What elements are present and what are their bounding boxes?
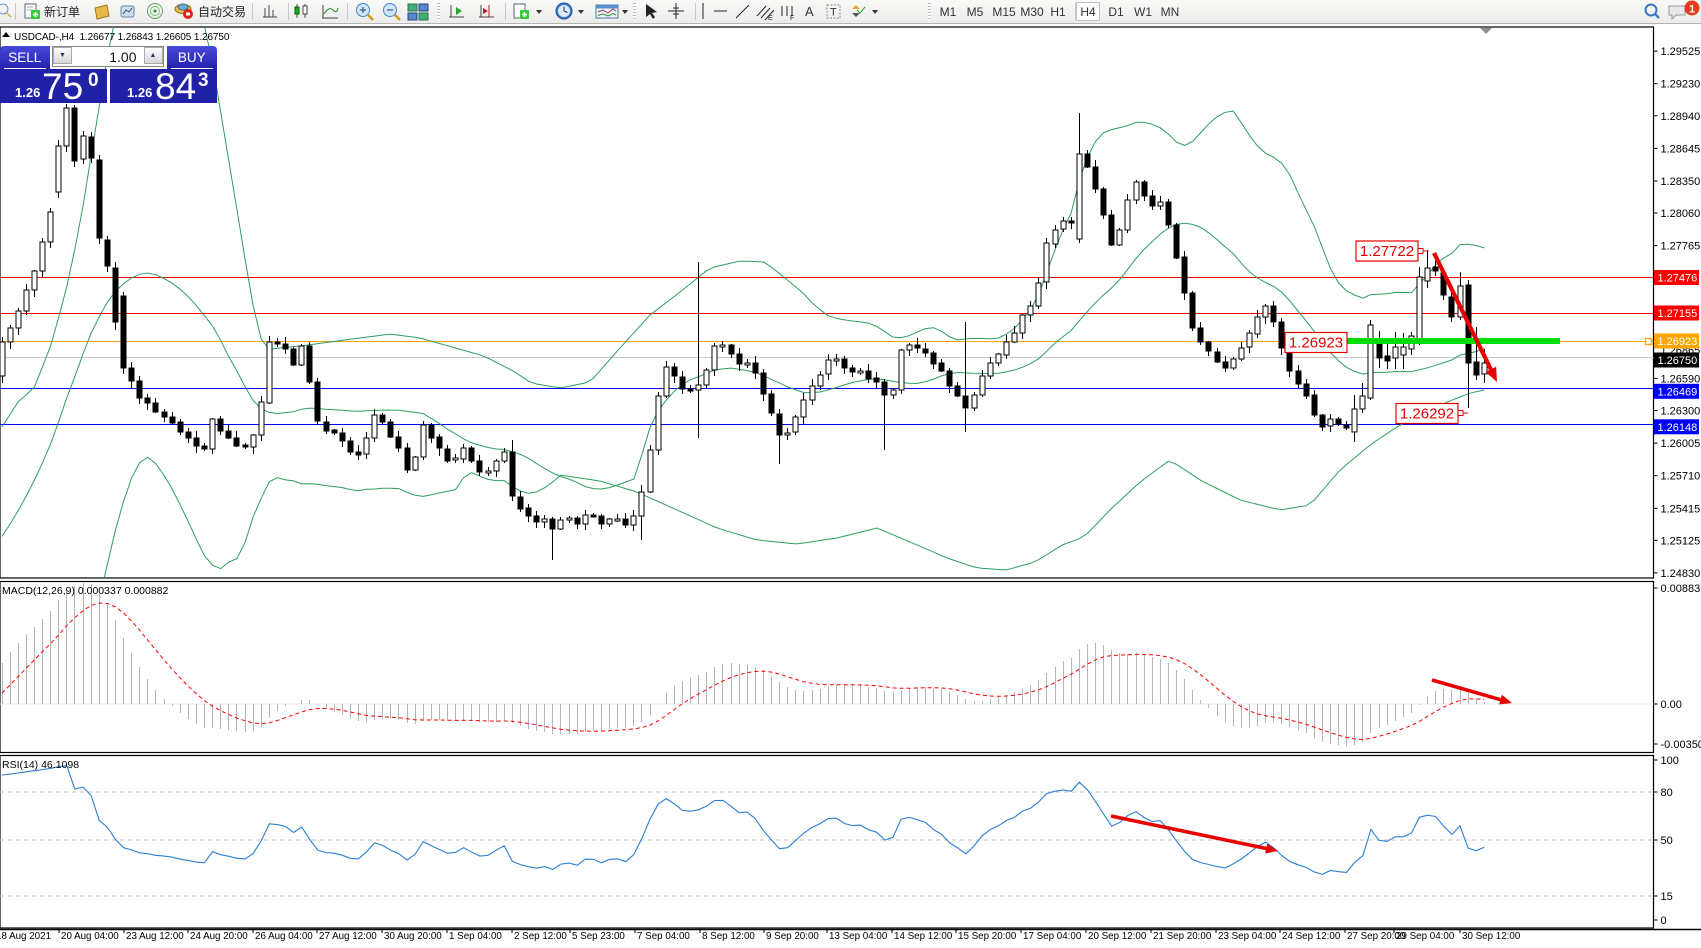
- svg-text:15: 15: [1661, 891, 1673, 903]
- svg-text:1.28645: 1.28645: [1661, 143, 1701, 155]
- svg-text:1.26292: 1.26292: [1400, 406, 1454, 423]
- svg-text:F: F: [790, 15, 794, 22]
- svg-text:1.26148: 1.26148: [1658, 422, 1698, 434]
- svg-text:1.26750: 1.26750: [1658, 355, 1698, 367]
- svg-text:1.26590: 1.26590: [1661, 373, 1701, 385]
- svg-text:1.29525: 1.29525: [1661, 46, 1701, 58]
- svg-text:1 Sep 04:00: 1 Sep 04:00: [449, 931, 502, 942]
- svg-text:1.28940: 1.28940: [1661, 111, 1701, 123]
- svg-text:1.28350: 1.28350: [1661, 176, 1701, 188]
- svg-text:1.27765: 1.27765: [1661, 241, 1701, 253]
- svg-text:1.27155: 1.27155: [1658, 308, 1698, 320]
- svg-text:1.24830: 1.24830: [1661, 568, 1701, 580]
- svg-text:E: E: [768, 15, 773, 22]
- svg-text:29 Sep 04:00: 29 Sep 04:00: [1396, 931, 1455, 942]
- svg-text:80: 80: [1661, 787, 1673, 799]
- svg-text:RSI(14) 46.1098: RSI(14) 46.1098: [2, 759, 79, 771]
- svg-text:26 Aug 04:00: 26 Aug 04:00: [255, 931, 313, 942]
- svg-text:15 Sep 20:00: 15 Sep 20:00: [958, 931, 1017, 942]
- svg-text:0: 0: [1661, 915, 1667, 927]
- svg-text:30 Sep 12:00: 30 Sep 12:00: [1462, 931, 1521, 942]
- svg-text:1.28060: 1.28060: [1661, 208, 1701, 220]
- svg-text:T: T: [830, 7, 837, 19]
- svg-text:MACD(12,26,9) 0.000337 0.00088: MACD(12,26,9) 0.000337 0.000882: [2, 585, 169, 597]
- svg-text:1.26923: 1.26923: [1658, 336, 1698, 348]
- svg-text:0.008836: 0.008836: [1661, 583, 1701, 595]
- svg-text:24 Aug 20:00: 24 Aug 20:00: [190, 931, 248, 942]
- svg-text:23 Sep 04:00: 23 Sep 04:00: [1218, 931, 1277, 942]
- svg-text:A: A: [805, 4, 814, 19]
- svg-text:2 Sep 12:00: 2 Sep 12:00: [514, 931, 567, 942]
- svg-text:100: 100: [1661, 755, 1679, 767]
- svg-text:27 Aug 12:00: 27 Aug 12:00: [319, 931, 377, 942]
- svg-text:8 Sep 12:00: 8 Sep 12:00: [702, 931, 755, 942]
- svg-text:0.00: 0.00: [1661, 699, 1682, 711]
- svg-text:23 Aug 12:00: 23 Aug 12:00: [126, 931, 184, 942]
- svg-text:USDCAD-,H4 1.26677 1.26843 1.: USDCAD-,H4 1.26677 1.26843 1.26605 1.267…: [14, 32, 230, 43]
- svg-text:14 Sep 12:00: 14 Sep 12:00: [894, 931, 953, 942]
- svg-text:21 Sep 20:00: 21 Sep 20:00: [1153, 931, 1212, 942]
- svg-text:17 Sep 04:00: 17 Sep 04:00: [1023, 931, 1082, 942]
- svg-text:-0.003509: -0.003509: [1661, 739, 1701, 751]
- svg-text:20 Aug 04:00: 20 Aug 04:00: [61, 931, 119, 942]
- svg-text:18 Aug 2021: 18 Aug 2021: [0, 931, 51, 942]
- svg-text:1.25710: 1.25710: [1661, 471, 1701, 483]
- svg-text:7 Sep 04:00: 7 Sep 04:00: [637, 931, 690, 942]
- svg-text:1.26469: 1.26469: [1658, 386, 1698, 398]
- svg-text:20 Sep 12:00: 20 Sep 12:00: [1088, 931, 1147, 942]
- svg-text:1.29230: 1.29230: [1661, 79, 1701, 91]
- svg-text:1.26300: 1.26300: [1661, 406, 1701, 418]
- svg-text:5 Sep 23:00: 5 Sep 23:00: [572, 931, 625, 942]
- svg-text:50: 50: [1661, 835, 1673, 847]
- svg-text:1.27722: 1.27722: [1360, 243, 1414, 260]
- svg-text:13 Sep 04:00: 13 Sep 04:00: [829, 931, 888, 942]
- svg-text:9 Sep 20:00: 9 Sep 20:00: [766, 931, 819, 942]
- svg-text:1.27476: 1.27476: [1658, 273, 1698, 285]
- svg-text:24 Sep 12:00: 24 Sep 12:00: [1282, 931, 1341, 942]
- svg-text:30 Aug 20:00: 30 Aug 20:00: [384, 931, 442, 942]
- svg-text:1.25125: 1.25125: [1661, 535, 1701, 547]
- svg-text:1.25415: 1.25415: [1661, 503, 1701, 515]
- svg-text:1: 1: [1689, 4, 1695, 16]
- svg-text:1.26005: 1.26005: [1661, 438, 1701, 450]
- svg-text:1.26923: 1.26923: [1289, 335, 1343, 352]
